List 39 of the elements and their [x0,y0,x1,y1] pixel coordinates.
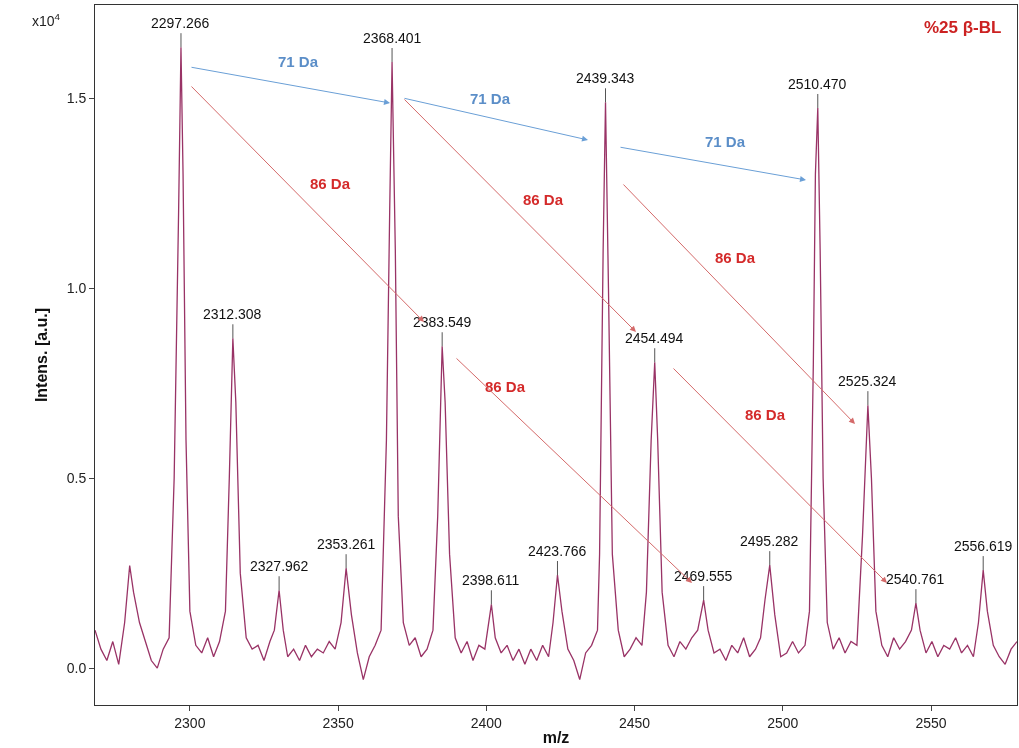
annotation: 2398.611 [462,572,520,588]
annotation: 86 Da [523,191,564,208]
annotation: 86 Da [715,249,756,266]
annotation: 2297.266 [151,15,210,31]
annotation: 2510.470 [788,76,847,92]
annotation: 86 Da [485,378,526,395]
annotation: 2556.619 [954,538,1013,554]
text: x10$^{4}$ [32,11,61,29]
annotation: 2439.343 [576,70,635,86]
annotation: 71 Da [278,53,319,70]
x-axis-title: m/z [542,729,570,747]
annotation: 2312.308 [203,306,262,322]
annotation: 2454.494 [625,330,684,346]
annotation: 2353.261 [317,536,376,552]
y-tick-label: 0.0 [66,660,87,677]
x-tick-label: 2500 [767,714,799,731]
x-tick-label: 2550 [915,714,947,731]
x-tick-label: 2450 [618,714,651,731]
annotation: 2525.324 [838,373,897,389]
annotation: 2540.761 [886,571,945,587]
annotation: 71 Da [705,133,746,150]
y-tick-label: 1.5 [66,90,87,107]
annotation: 2495.282 [740,533,799,549]
y-tick-label: 1.0 [66,280,87,297]
x-tick-label: 2350 [322,714,354,731]
y-tick-label: 0.5 [66,470,87,487]
annotation: 2368.401 [363,30,422,46]
x-tick-label: 2400 [470,714,503,731]
annotation: %25 β-BL [924,18,1002,37]
annotation: 71 Da [470,90,511,107]
annotation: 2423.766 [528,543,587,559]
x-tick-label: 2300 [174,714,206,731]
annotation: 2383.549 [413,314,472,330]
annotation: 86 Da [310,175,351,192]
annotation: 2327.962 [250,558,309,574]
y-axis-title: Intens. [a.u.] [32,307,50,403]
annotation: 2469.555 [674,568,733,584]
line-series [95,46,1017,681]
annotation: 86 Da [745,406,786,423]
